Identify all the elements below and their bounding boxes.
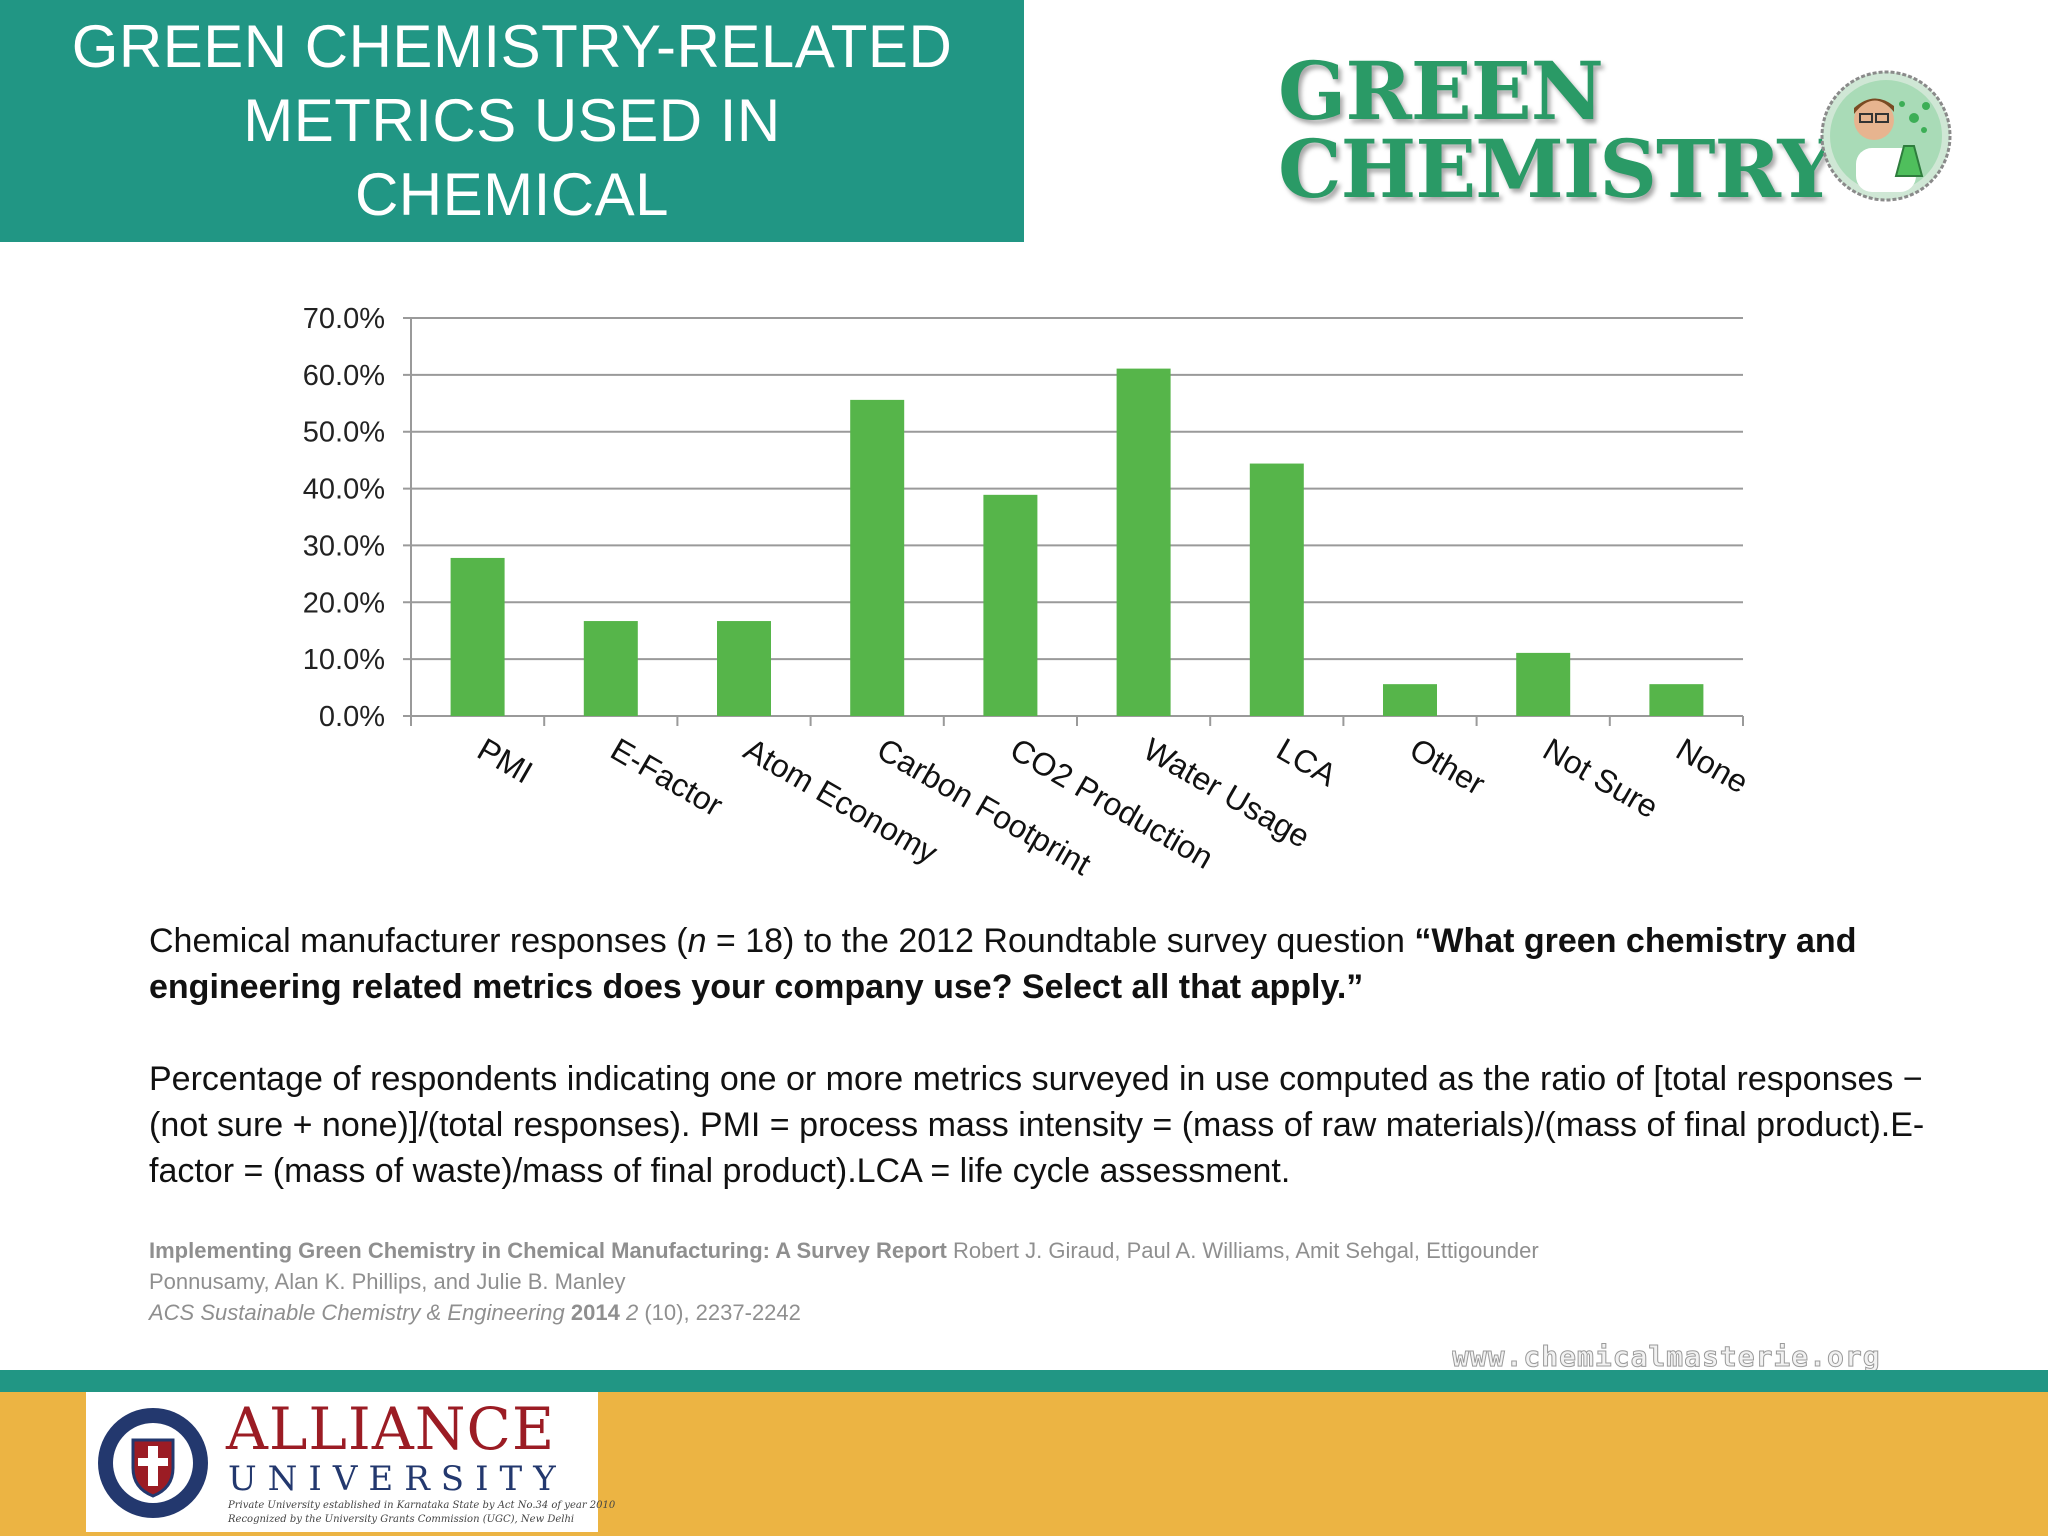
logo-alliance-text: ALLIANCE [226, 1395, 556, 1463]
metrics-bar-chart: 0.0% 10.0% 20.0% 30.0% 40.0% 50.0% 60.0% 70.0% P… [303, 303, 1755, 882]
bar [450, 557, 505, 716]
y-tick-label: 60.0% [303, 360, 385, 392]
y-tick-label: 10.0% [303, 644, 385, 676]
citation-volume: 2 [625, 1300, 639, 1325]
bar [1249, 463, 1304, 716]
y-tick-label: 40.0% [303, 474, 385, 506]
bar [1383, 684, 1437, 716]
citation-journal: ACS Sustainable Chemistry & Engineering [149, 1300, 565, 1325]
citation-pages: (10), 2237-2242 [638, 1300, 801, 1325]
x-category-label: PMI [472, 731, 539, 791]
slide-title: GREEN CHEMISTRY-RELATED METRICS USED IN … [0, 0, 1024, 242]
footer-stripe [0, 1370, 2048, 1392]
x-category-label: Not Sure [1537, 731, 1664, 825]
figure-caption: Chemical manufacturer responses (n = 18)… [149, 918, 1979, 1194]
y-tick-label: 30.0% [303, 530, 385, 562]
title-line-3: CHEMICAL [354, 161, 670, 228]
university-seal-icon [98, 1408, 208, 1518]
citation-authors: Robert J. Giraud, Paul A. Williams, Amit… [149, 1238, 1539, 1294]
title-line-1: GREEN CHEMISTRY-RELATED [71, 13, 953, 80]
bar [983, 494, 1038, 716]
y-tick-label: 0.0% [319, 701, 385, 733]
bar [850, 399, 905, 716]
bar [1116, 368, 1171, 716]
green-chemistry-logo: GREEN CHEMISTRY [1278, 44, 1835, 216]
caption-n: n [687, 922, 707, 960]
brand-line-2: CHEMISTRY [1278, 122, 1835, 216]
bar [1516, 652, 1571, 716]
brand-line-1: GREEN [1278, 44, 1604, 138]
logo-subtitle-2: Recognized by the University Grants Comm… [228, 1514, 575, 1525]
caption-paragraph-1: Chemical manufacturer responses (n = 18)… [149, 918, 1979, 1010]
caption-text-mid: = 18) to the 2012 Roundtable survey ques… [706, 922, 1415, 960]
caption-paragraph-2: Percentage of respondents indicating one… [149, 1060, 1925, 1190]
y-tick-label: 20.0% [303, 587, 385, 619]
citation: Implementing Green Chemistry in Chemical… [149, 1235, 1649, 1328]
x-category-label: E-Factor [605, 731, 730, 824]
bar [583, 621, 638, 716]
logo-subtitle-1: Private University established in Karnat… [228, 1500, 616, 1511]
x-category-label: None [1670, 731, 1754, 800]
title-line-2: METRICS USED IN [243, 87, 781, 154]
y-tick-label: 70.0% [303, 303, 385, 335]
bar [1649, 684, 1704, 716]
logo-university-text: UNIVERSITY [228, 1459, 567, 1499]
survey-question: “What green chemistry and engineering re… [149, 922, 1857, 1006]
citation-title: Implementing Green Chemistry in Chemical… [149, 1238, 947, 1263]
caption-text: Chemical manufacturer responses ( [149, 922, 688, 960]
chemist-mascot-icon [1820, 70, 1952, 202]
x-category-label: LCA [1271, 731, 1343, 794]
website-watermark: www.chemicalmasterie.org [1452, 1340, 1881, 1370]
x-category-label: Other [1404, 731, 1492, 802]
citation-year: 2014 [570, 1300, 620, 1325]
y-tick-label: 50.0% [303, 417, 385, 449]
alliance-university-logo: ALLIANCE UNIVERSITY Private University e… [86, 1392, 615, 1532]
bar [717, 621, 771, 716]
